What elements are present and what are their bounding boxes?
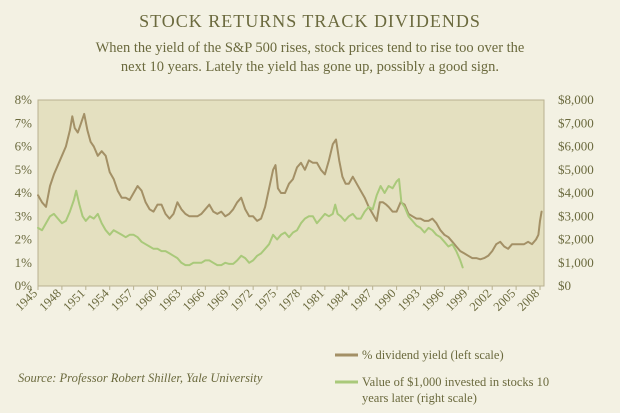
y-left-tick-label: 7% [15,115,33,130]
x-axis: 1945194819511954195719601963196619691972… [13,286,543,314]
legend-label-value-invested-line-2: years later (right scale) [362,391,477,405]
x-tick-label: 1999 [443,286,471,314]
x-tick-label: 2005 [491,286,519,314]
chart-subtitle-line-2: next 10 years. Lately the yield has gone… [121,59,499,75]
series-lines [37,112,543,269]
y-axis-left: 0% 1% 2% 3% 4% 5% 6% 7% 8% [15,92,33,293]
legend-label-value-invested-line-1: Value of $1,000 invested in stocks 10 [362,375,549,389]
x-tick-label: 1984 [323,286,351,314]
plot-area [37,99,545,287]
x-tick-label: 1948 [36,286,64,314]
y-left-tick-label: 2% [15,232,33,247]
y-left-tick-label: 5% [15,162,33,177]
x-tick-label: 1975 [252,286,280,314]
y-right-tick-label: $4,000 [558,185,594,200]
y-right-tick-label: $8,000 [558,92,594,107]
legend: % dividend yield (left scale) Value of $… [335,348,552,405]
x-tick-label: 1957 [108,286,136,314]
y-left-tick-label: 4% [15,185,33,200]
x-tick-label: 1978 [276,286,304,314]
x-tick-label: 1972 [228,286,256,314]
x-tick-label: 1966 [180,286,208,314]
y-left-tick-label: 6% [15,139,33,154]
x-tick-label: 2008 [515,286,543,314]
y-right-tick-label: $0 [558,278,571,293]
x-tick-label: 1990 [371,286,399,314]
series-line-dividend-yield [37,112,543,261]
y-right-tick-label: $6,000 [558,139,594,154]
x-tick-label: 1951 [60,286,88,314]
x-tick-label: 1963 [156,286,184,314]
x-tick-label: 1969 [204,286,232,314]
x-tick-label: 1960 [132,286,160,314]
x-tick-label: 1981 [299,286,327,314]
source-note: Source: Professor Robert Shiller, Yale U… [18,371,263,385]
chart-subtitle-line-1: When the yield of the S&P 500 rises, sto… [96,40,525,56]
x-tick-label: 1987 [347,286,375,314]
series-line-value-invested [37,178,464,269]
y-right-tick-label: $3,000 [558,208,594,223]
chart-title: STOCK RETURNS TRACK DIVIDENDS [139,11,481,31]
y-left-tick-label: 3% [15,208,33,223]
y-right-tick-label: $2,000 [558,232,594,247]
y-right-tick-label: $5,000 [558,162,594,177]
y-right-tick-label: $7,000 [558,115,594,130]
legend-label-dividend-yield: % dividend yield (left scale) [362,348,504,362]
y-axis-right: $0 $1,000 $2,000 $3,000 $4,000 $5,000 $6,000 $7… [558,92,594,293]
y-right-tick-label: $1,000 [558,255,594,270]
y-left-tick-label: 0% [15,278,33,293]
x-tick-label: 1993 [395,286,423,314]
x-tick-label: 1996 [419,286,447,314]
x-tick-label: 2002 [467,286,495,314]
legend-label-value-invested: Value of $1,000 invested in stocks 10 ye… [362,375,552,405]
y-left-tick-label: 1% [15,255,33,270]
x-tick-label: 1954 [84,286,112,314]
y-left-tick-label: 8% [15,92,33,107]
